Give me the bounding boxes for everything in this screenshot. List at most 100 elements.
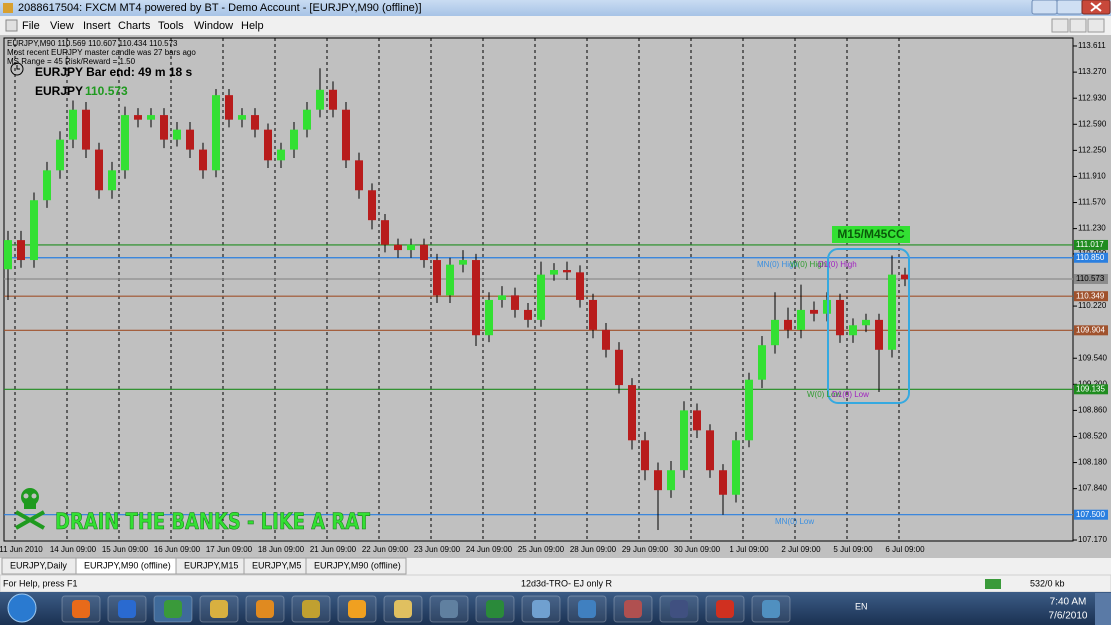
y-tick-label: 112.930	[1078, 93, 1107, 102]
app-glyph	[394, 600, 412, 618]
menu-item[interactable]: Insert	[83, 20, 111, 32]
maximize-button[interactable]	[1056, 0, 1083, 15]
app-glyph	[716, 600, 734, 618]
tab-label[interactable]: EURJPY,M90 (offline)	[314, 560, 401, 570]
info-line: MS Range = 45 Risk/Reward = 1.50	[7, 57, 136, 66]
level-note: D1(0) High	[818, 260, 857, 269]
level-tag	[1074, 509, 1108, 520]
candle-body	[264, 129, 272, 161]
x-tick-label: 25 Jun 09:00	[518, 545, 565, 554]
candle-body	[498, 295, 506, 300]
candle-body	[134, 115, 142, 120]
tab-label[interactable]: EURJPY,M90 (offline)	[84, 560, 171, 570]
candle-body	[472, 260, 480, 336]
candle-body	[277, 149, 285, 161]
app-glyph	[302, 600, 320, 618]
clock-icon	[10, 62, 24, 76]
candle-body	[251, 115, 259, 130]
app-glyph	[440, 600, 458, 618]
candle-body	[641, 440, 649, 471]
app-glyph	[72, 600, 90, 618]
candle-body	[758, 345, 766, 380]
symbol: EURJPY	[35, 84, 83, 98]
candle-body	[212, 95, 220, 171]
candle-body	[17, 240, 25, 261]
menu-item[interactable]: Tools	[158, 20, 184, 32]
candle-body	[836, 299, 844, 336]
plot-frame	[3, 37, 1074, 542]
clock-hand	[16, 65, 20, 70]
mdi-restore[interactable]	[1069, 18, 1087, 33]
x-tick-label: 22 Jun 09:00	[362, 545, 409, 554]
candle-body	[602, 329, 610, 350]
candle-body	[329, 89, 337, 110]
app-glyph	[256, 600, 274, 618]
language: EN	[855, 601, 868, 611]
candle-body	[43, 170, 51, 201]
candle-body	[901, 274, 909, 280]
start-button[interactable]	[7, 593, 37, 623]
x-tick-label: 11 Jun 2010	[0, 545, 43, 554]
candle-body	[95, 149, 103, 191]
highlight-box	[827, 248, 910, 404]
candle-body	[654, 470, 662, 491]
app-glyph	[164, 600, 182, 618]
y-tick-label: 112.590	[1078, 119, 1107, 128]
menu-item[interactable]: File	[22, 20, 40, 32]
level-tag-label: 110.349	[1076, 291, 1105, 300]
x-tick-label: 15 Jun 09:00	[102, 545, 149, 554]
x-tick-label: 1 Jul 09:00	[729, 545, 769, 554]
tab-label[interactable]: EURJPY,Daily	[10, 560, 67, 570]
candle-body	[69, 109, 77, 140]
menu-item[interactable]: Window	[194, 20, 233, 32]
candle-body	[797, 309, 805, 330]
app-glyph	[118, 600, 136, 618]
menu-item[interactable]: Charts	[118, 20, 151, 32]
clock-time: 7:40 AM	[1050, 597, 1087, 608]
mdi-min[interactable]	[1051, 18, 1069, 33]
minimize-button[interactable]	[1031, 0, 1058, 15]
menu-item[interactable]: Help	[241, 20, 264, 32]
x-tick-label: 16 Jun 09:00	[154, 545, 201, 554]
app-glyph	[486, 600, 504, 618]
candle-body	[420, 244, 428, 261]
close-icon	[1090, 2, 1102, 12]
show-desktop[interactable]	[1095, 593, 1111, 625]
candle-body	[563, 270, 571, 273]
mdi-close[interactable]	[1087, 18, 1105, 33]
candle-body	[381, 220, 389, 245]
menu-bar	[0, 16, 1111, 35]
x-tick-label: 28 Jun 09:00	[570, 545, 617, 554]
candle-body	[355, 160, 363, 191]
candle-body	[576, 272, 584, 300]
candle-body	[303, 109, 311, 130]
candle-body	[186, 129, 194, 150]
x-tick-label: 29 Jun 09:00	[622, 545, 669, 554]
y-tick-label: 108.180	[1078, 458, 1107, 467]
y-tick-label: 111.910	[1078, 172, 1106, 181]
candle-body	[628, 385, 636, 441]
candle-body	[225, 95, 233, 120]
candle-body	[108, 170, 116, 191]
x-tick-label: 24 Jun 09:00	[466, 545, 513, 554]
candle-body	[615, 349, 623, 386]
level-note: MN(0) Low	[775, 517, 814, 526]
connection-icon	[985, 579, 1001, 589]
app-glyph	[762, 600, 780, 618]
skull-icon	[15, 488, 45, 530]
bar-end: EURJPY Bar end: 49 m 18 s	[35, 65, 193, 79]
level-note: W(0) Low	[807, 390, 841, 399]
candle-body	[875, 319, 883, 350]
menu-item[interactable]: View	[50, 20, 74, 32]
tab[interactable]	[305, 557, 407, 575]
x-tick-label: 17 Jun 09:00	[206, 545, 253, 554]
y-tick-label: 112.250	[1078, 145, 1107, 154]
candle-body	[537, 274, 545, 320]
y-tick-label: 113.270	[1078, 67, 1107, 76]
candle-body	[511, 295, 519, 310]
current-price: 110.573	[85, 84, 128, 98]
tab-label[interactable]: EURJPY,M15	[184, 560, 238, 570]
tab-label[interactable]: EURJPY,M5	[252, 560, 301, 570]
